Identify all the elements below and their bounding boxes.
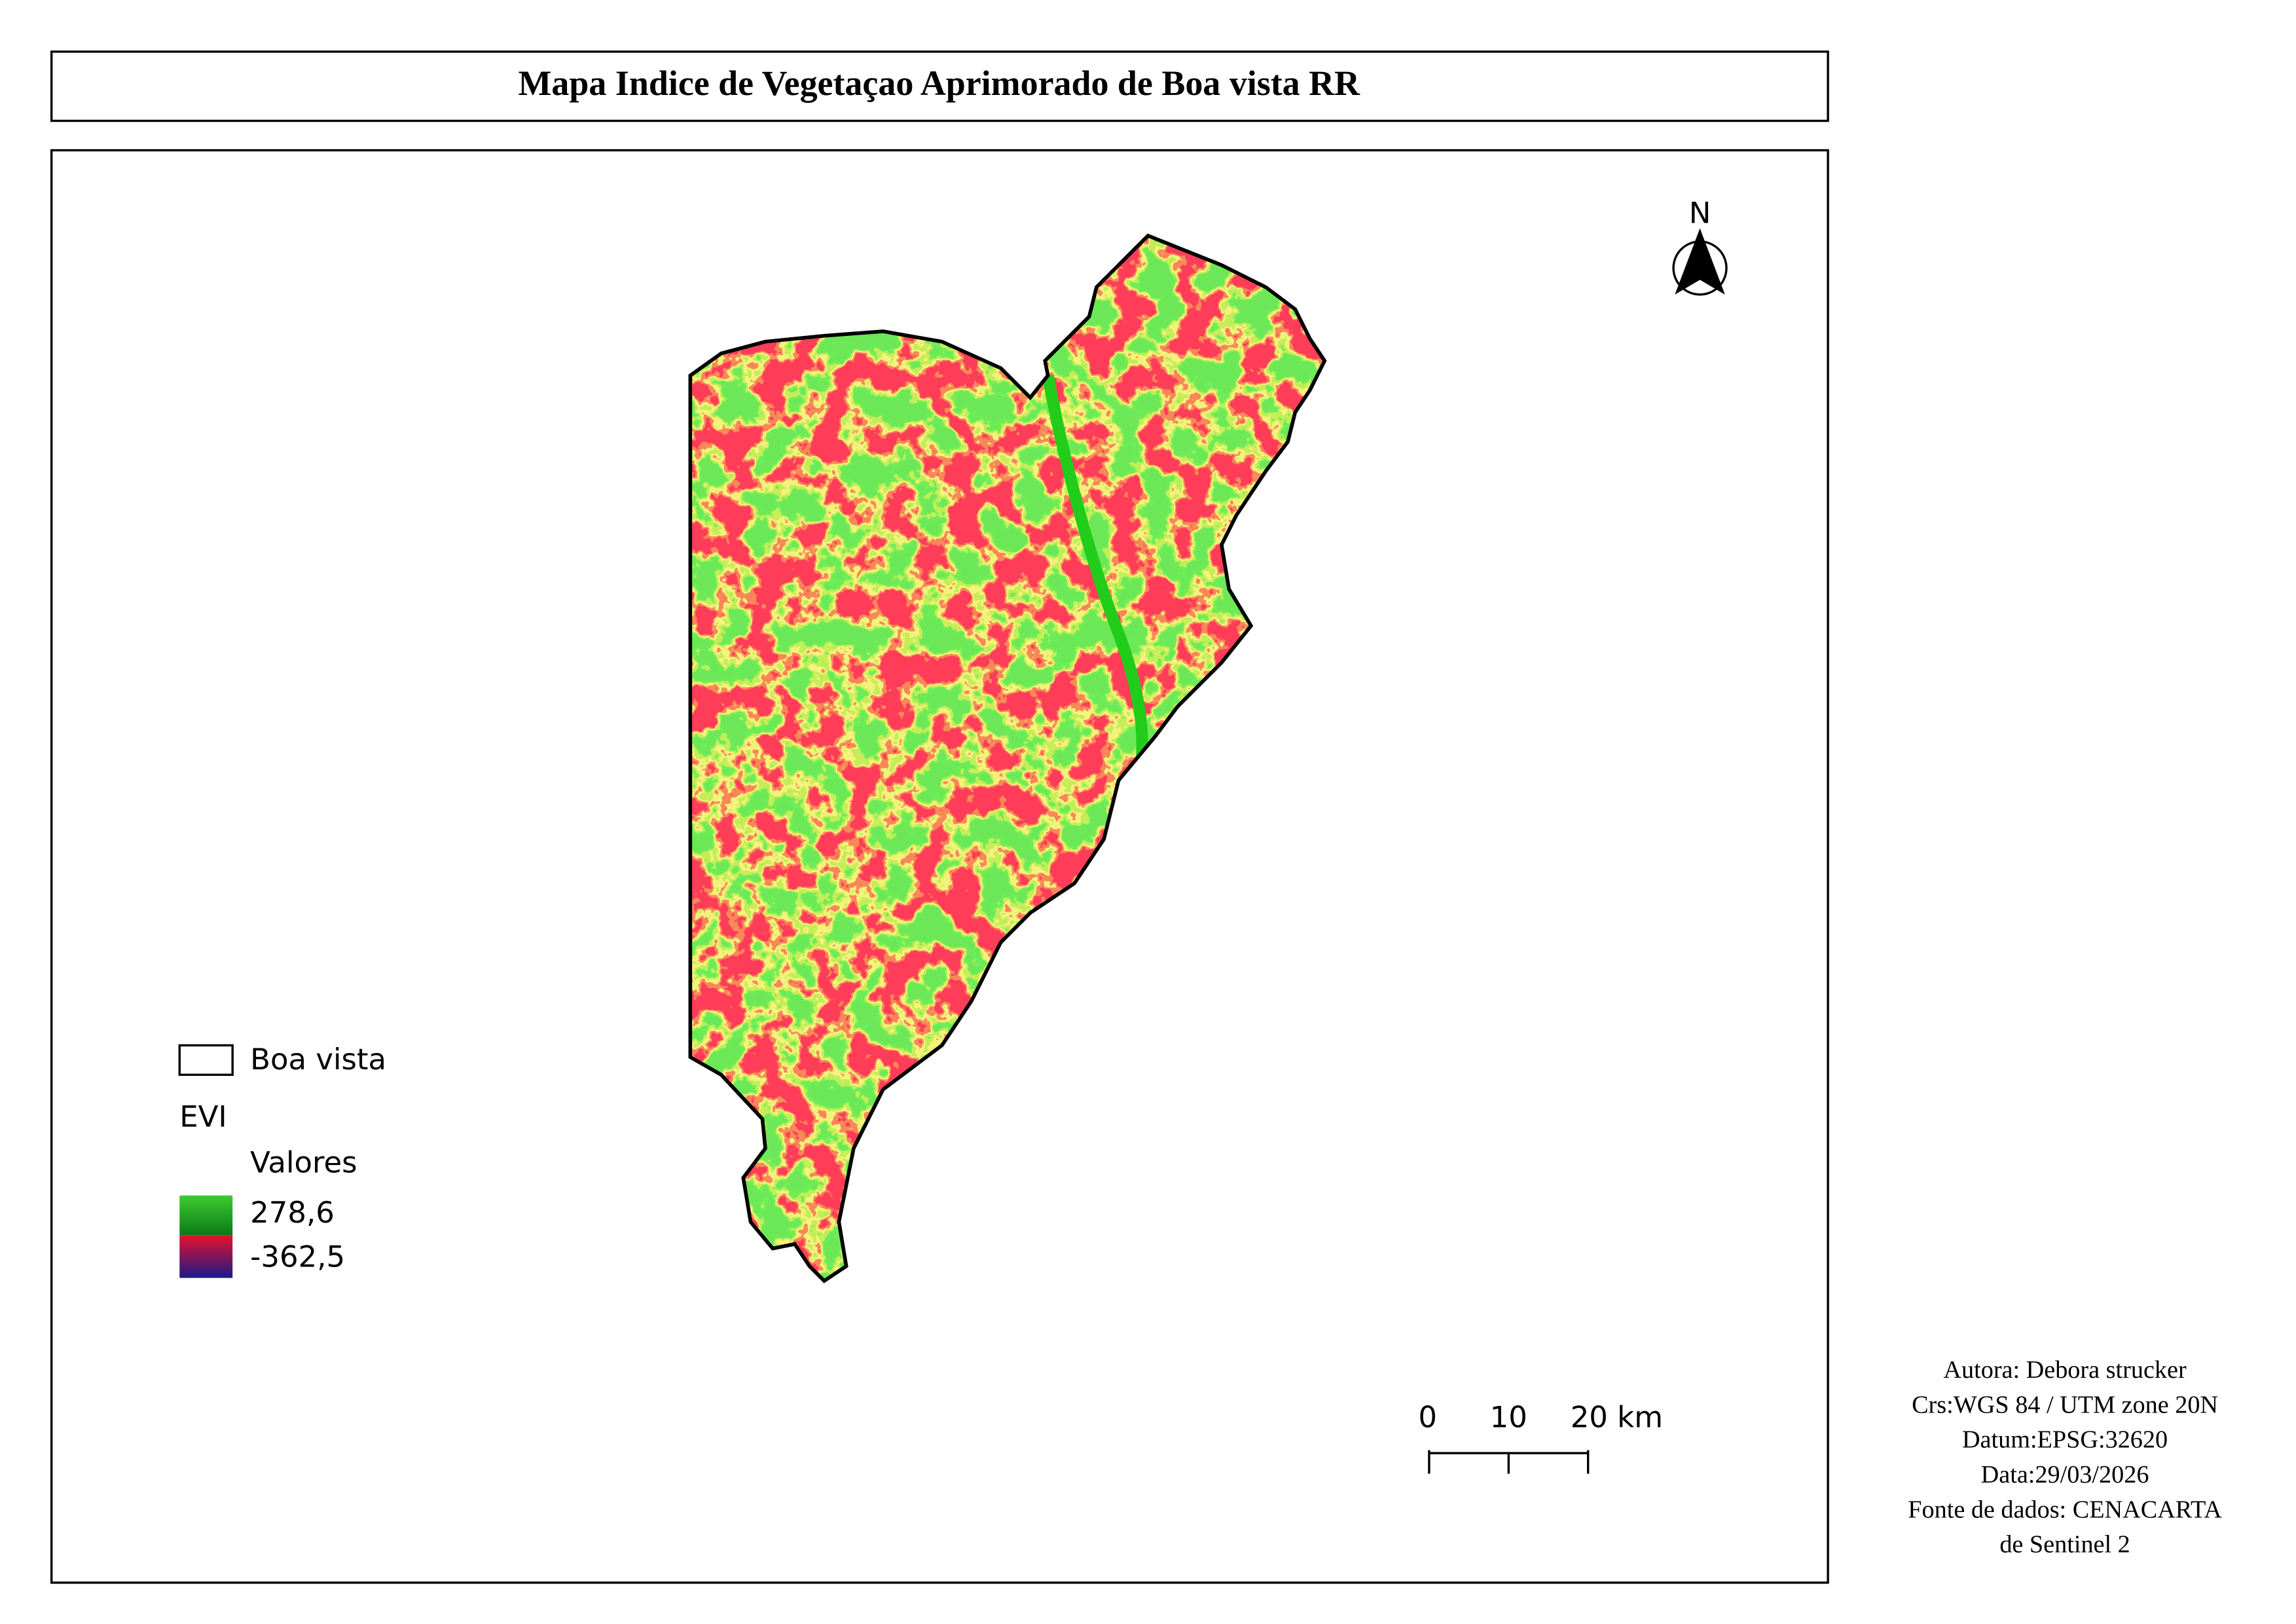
evi-raster: [690, 235, 1325, 1282]
credit-line: Data:29/03/2026: [1981, 1461, 2149, 1488]
scale-label: 20 km: [1571, 1399, 1663, 1434]
legend-max-label: 278,6: [250, 1195, 335, 1230]
legend-min-label: -362,5: [250, 1239, 345, 1274]
north-arrow: N: [1672, 195, 1728, 296]
scale-ticks: [1428, 1450, 1590, 1474]
credit-line: de Sentinel 2: [1999, 1531, 2130, 1559]
scale-label: 0: [1418, 1399, 1437, 1434]
river: [1042, 374, 1148, 767]
credit-line: Crs:WGS 84 / UTM zone 20N: [1912, 1391, 2218, 1418]
map-title: Mapa Indice de Vegetaçao Aprimorado de B…: [519, 64, 1361, 103]
north-label: N: [1689, 195, 1711, 230]
legend-boundary-swatch: [178, 1044, 234, 1076]
credits: Autora: Debora strucker Crs:WGS 84 / UTM …: [1908, 1356, 2222, 1558]
scale-label: 10: [1490, 1399, 1527, 1434]
map-frame: [50, 149, 1829, 1584]
title-frame: [50, 50, 1829, 122]
credit-line: Datum:EPSG:32620: [1962, 1426, 2168, 1454]
credit-line: Fonte de dados: CENACARTA: [1908, 1496, 2222, 1523]
evi-raster-fill: [690, 235, 1325, 1282]
credit-line: Autora: Debora strucker: [1943, 1356, 2187, 1384]
north-needle: [1675, 228, 1725, 295]
legend-group-label: Valores: [250, 1145, 357, 1179]
legend-boundary-label: Boa vista: [250, 1042, 386, 1077]
legend-layer-label: EVI: [179, 1099, 227, 1134]
scale-bar: 0 10 20 km: [1418, 1399, 1663, 1474]
legend-low-swatch: [179, 1235, 233, 1278]
legend: Boa vista EVI Valores 278,6 -362,5: [178, 1042, 386, 1278]
legend-high-swatch: [179, 1195, 233, 1236]
